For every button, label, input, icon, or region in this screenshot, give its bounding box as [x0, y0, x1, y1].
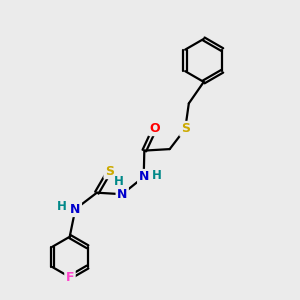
Text: H: H [152, 169, 162, 182]
Text: N: N [139, 170, 149, 183]
Text: S: S [181, 122, 190, 135]
Text: H: H [57, 200, 67, 213]
Text: O: O [149, 122, 160, 135]
Text: S: S [105, 165, 114, 178]
Text: N: N [117, 188, 128, 201]
Text: H: H [114, 175, 124, 188]
Text: N: N [70, 202, 80, 216]
Text: F: F [66, 271, 74, 284]
